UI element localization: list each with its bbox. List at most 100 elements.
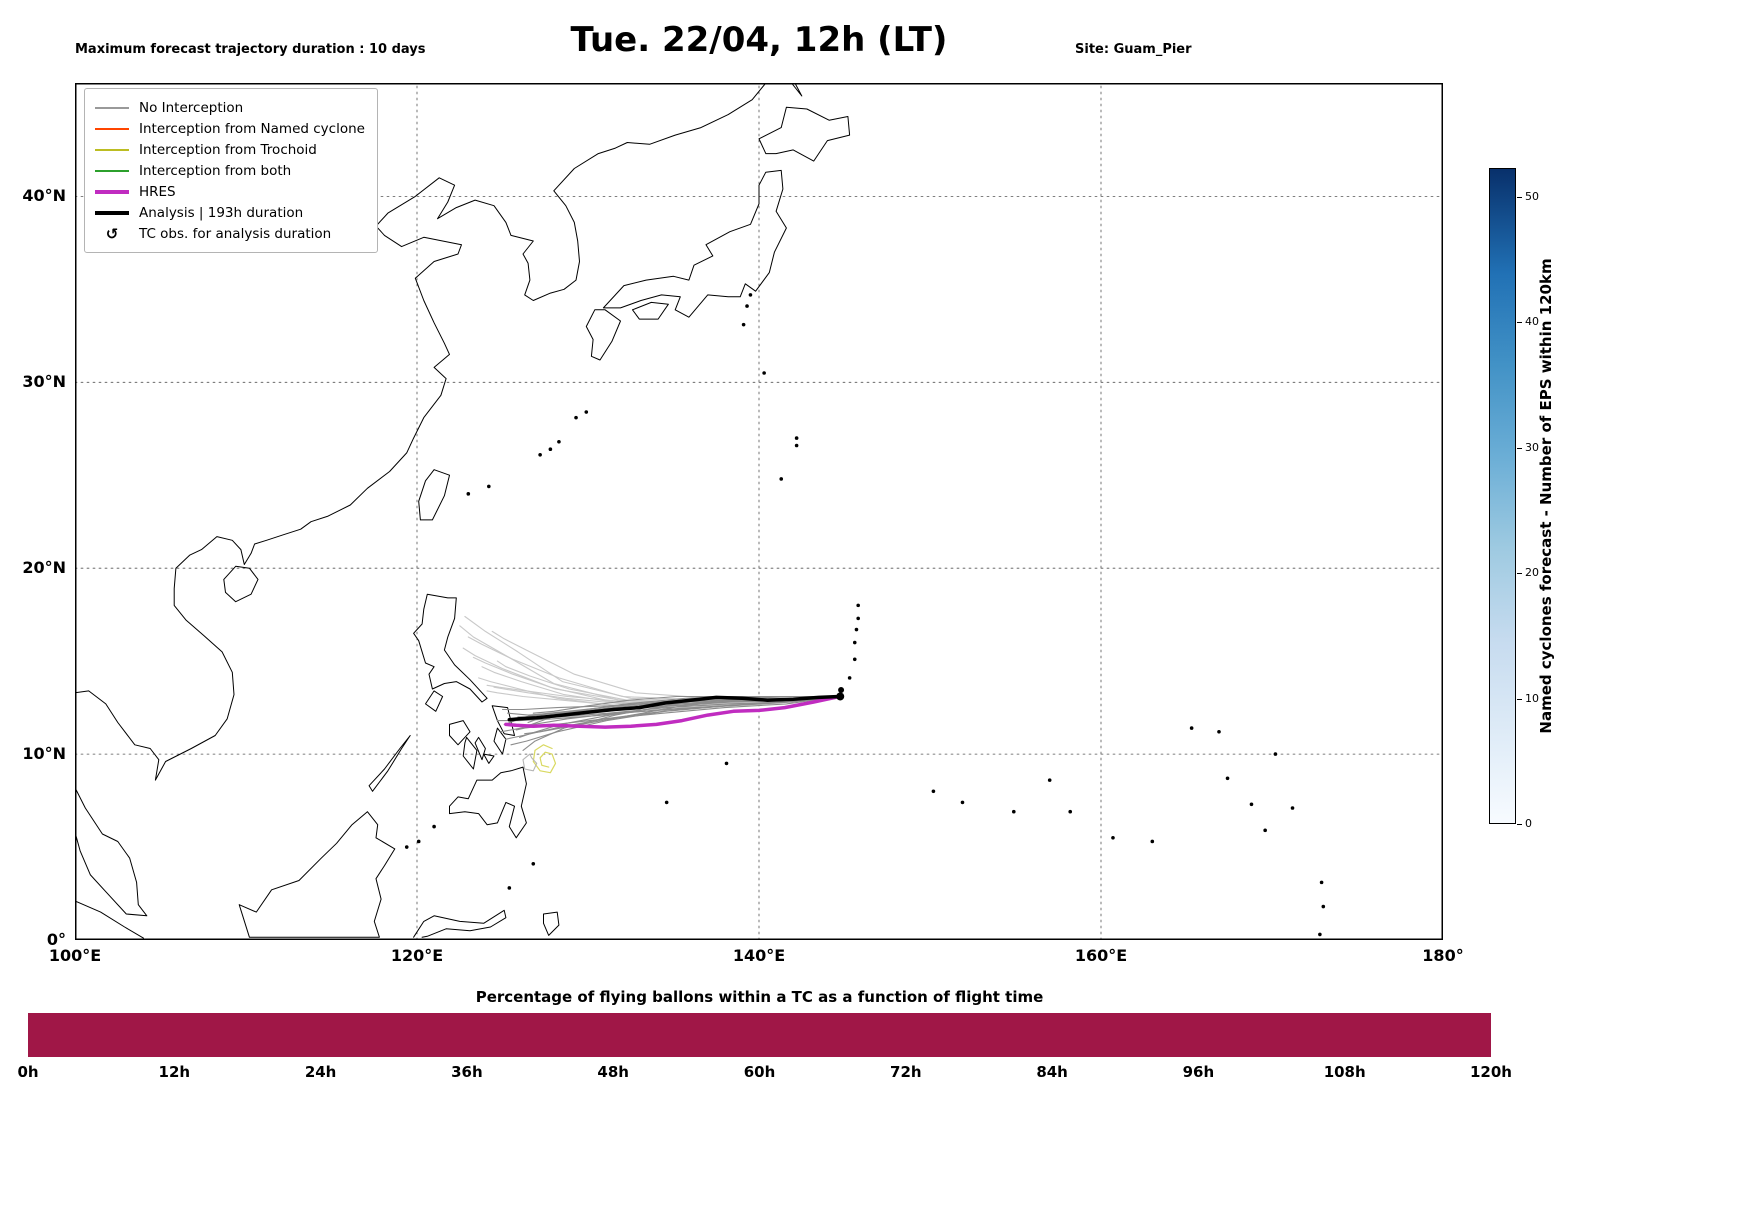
flight-time-tick-label: 12h: [158, 1063, 191, 1081]
coastline: [368, 735, 411, 792]
colorbar-tick: [1517, 698, 1522, 700]
island-dot: [856, 616, 860, 621]
coastline: [585, 309, 621, 361]
legend-item: HRES: [95, 181, 365, 202]
island-dot: [574, 415, 578, 420]
colorbar-label: Named cyclones forecast - Number of EPS …: [1537, 258, 1555, 734]
flight-time-tick-label: 96h: [1182, 1063, 1215, 1081]
island-dot: [1319, 880, 1324, 885]
coastline: [223, 565, 259, 603]
legend-item-label: Interception from both: [139, 162, 292, 179]
eps-trajectory: [459, 625, 840, 705]
island-dot: [960, 800, 965, 805]
coastline: [418, 469, 450, 521]
island-dot: [745, 304, 749, 308]
flight-time-tick-label: 72h: [890, 1063, 922, 1081]
island-dot: [794, 436, 799, 440]
colorbar-tick-label: 20: [1525, 566, 1539, 580]
legend-item: ↺ TC obs. for analysis duration: [95, 223, 365, 244]
colorbar-tick: [1517, 447, 1522, 449]
legend-item: No Interception: [95, 97, 365, 118]
island-dot: [584, 410, 589, 414]
island-dot: [1273, 752, 1278, 756]
island-dot: [852, 657, 857, 662]
flight-time-tick-label: 36h: [451, 1063, 483, 1081]
coastline: [483, 753, 495, 764]
coastline: [602, 169, 787, 318]
legend-item: Interception from Named cyclone: [95, 118, 365, 139]
island-dot: [538, 453, 542, 457]
legend-line-swatch: [95, 189, 129, 194]
legend-line-swatch: [95, 127, 129, 130]
flight-time-tick-label: 120h: [1470, 1063, 1512, 1081]
island-dot: [854, 627, 859, 632]
island-dot: [1217, 729, 1221, 734]
legend-line-swatch: [95, 106, 129, 109]
legend-line-swatch: [95, 169, 129, 172]
island-dot: [557, 439, 561, 444]
island-dot: [1189, 726, 1194, 730]
lat-tick-label: 20°N: [22, 558, 66, 578]
island-dot: [1150, 839, 1155, 844]
colorbar-tick: [1517, 196, 1522, 198]
coastline: [632, 301, 669, 320]
lat-tick-label: 10°N: [22, 744, 66, 764]
colorbar-tick-label: 30: [1525, 440, 1539, 454]
island-dot: [779, 477, 784, 481]
island-dot: [416, 839, 421, 844]
coastline: [238, 811, 396, 938]
tc-percentage-strip: [28, 1013, 1491, 1057]
island-dot: [1047, 778, 1052, 782]
coastline: [413, 593, 488, 703]
coastline: [758, 106, 851, 162]
loop-trajectory: [532, 744, 557, 774]
coastline: [791, 83, 803, 97]
lon-tick-label: 140°E: [732, 946, 786, 965]
hres-trajectory: [504, 694, 842, 729]
colorbar-tick: [1517, 824, 1522, 825]
island-dot: [466, 492, 471, 496]
coastline: [491, 705, 515, 736]
island-dot: [507, 886, 512, 890]
flight-time-tick-label: 108h: [1323, 1063, 1366, 1081]
legend-item-label: Analysis | 193h duration: [139, 204, 304, 221]
island-dot: [664, 800, 669, 805]
island-dot: [1318, 932, 1322, 937]
lat-tick-label: 40°N: [22, 186, 66, 206]
island-dot: [748, 293, 753, 297]
island-dot: [487, 484, 491, 489]
lon-tick-label: 120°E: [390, 946, 444, 965]
coastline: [75, 900, 144, 939]
lat-tick-label: 30°N: [22, 372, 66, 392]
legend-line-swatch: [95, 148, 129, 151]
tc-obs-symbol-icon: ↺: [105, 224, 119, 243]
island-dot: [852, 640, 857, 645]
page-title: Tue. 22/04, 12h (LT): [570, 20, 948, 60]
deployment-start-marker: [836, 692, 845, 701]
colorbar-tick: [1517, 573, 1522, 575]
coastline: [75, 83, 767, 781]
lon-tick-label: 100°E: [48, 946, 102, 965]
flight-time-tick-label: 48h: [597, 1063, 629, 1081]
island-dot: [548, 447, 553, 452]
island-dot: [856, 603, 860, 608]
flight-time-tick-label: 0h: [17, 1063, 39, 1081]
island-dot: [1225, 776, 1230, 781]
legend-item-label: No Interception: [139, 99, 244, 116]
legend-item: Interception from Trochoid: [95, 139, 365, 160]
legend-item: Interception from both: [95, 160, 365, 181]
legend-item: Analysis | 193h duration: [95, 202, 365, 223]
loop-trajectory: [522, 753, 538, 772]
lon-tick-label: 160°E: [1074, 946, 1128, 965]
island-dot: [1249, 802, 1254, 807]
analysis-trajectory: [507, 694, 842, 722]
island-dot: [1321, 904, 1326, 909]
flight-time-tick-label: 24h: [304, 1063, 337, 1081]
island-dot: [794, 443, 799, 448]
lon-tick-label: 180°: [1422, 946, 1464, 965]
lat-tick-label: 0°: [46, 930, 66, 949]
coastline: [449, 720, 471, 746]
eps-trajectory: [513, 695, 840, 727]
island-dot: [432, 824, 436, 829]
